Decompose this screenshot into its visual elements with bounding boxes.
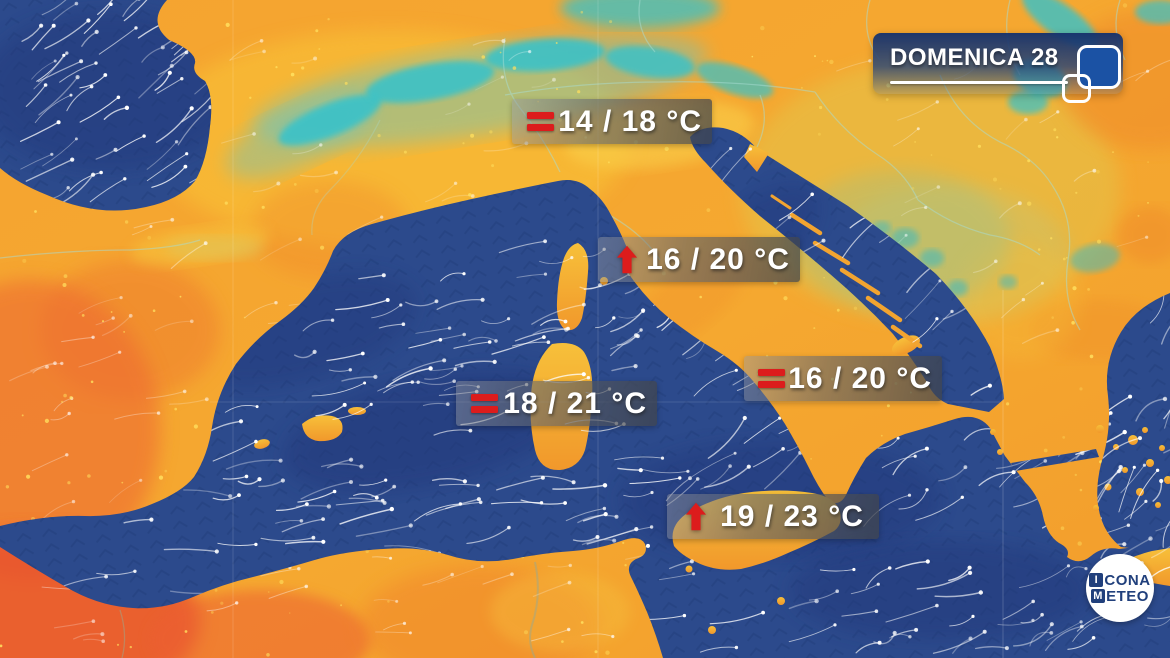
borders-layer xyxy=(0,0,1126,658)
temp-label-south-italy: 16 / 20 °C xyxy=(744,356,942,401)
temp-label-alps: 14 / 18 °C xyxy=(512,99,712,144)
day-banner: DOMENICA 28 xyxy=(873,33,1123,103)
day-banner-title: DOMENICA 28 xyxy=(890,44,1059,71)
aegean-islands xyxy=(990,425,1170,511)
trend-steady-icon xyxy=(471,394,499,413)
corsica xyxy=(556,243,589,331)
trend-up-icon xyxy=(616,245,638,274)
logo-text: ETEO xyxy=(1106,587,1149,605)
trend-steady-icon xyxy=(526,112,554,131)
land-wind-layer xyxy=(9,39,1170,643)
banner-logo-small-square-icon xyxy=(1062,74,1091,103)
menorca xyxy=(348,407,366,415)
temp-label-sicily: 19 / 23 °C xyxy=(667,494,879,539)
land-dots-layer xyxy=(0,3,1169,657)
logo-letter-square: I xyxy=(1089,573,1104,587)
trend-up-icon xyxy=(685,502,707,531)
temp-label-sardinia-sea: 18 / 21 °C xyxy=(456,381,657,426)
icona-meteo-logo: I CONA M ETEO xyxy=(1086,554,1154,622)
logo-line-1: I CONA xyxy=(1089,573,1150,588)
temperature-value: 18 / 21 °C xyxy=(503,386,647,420)
malta xyxy=(777,597,785,605)
temperature-value: 14 / 18 °C xyxy=(558,104,702,138)
temperature-value: 19 / 23 °C xyxy=(720,499,864,533)
istria xyxy=(744,144,769,172)
temperature-value: 16 / 20 °C xyxy=(646,242,790,276)
temperature-value: 16 / 20 °C xyxy=(788,361,932,395)
logo-line-2: M ETEO xyxy=(1091,589,1149,604)
trend-steady-icon xyxy=(757,369,785,388)
ibiza xyxy=(254,439,270,449)
mallorca xyxy=(302,415,343,442)
logo-letter-square: M xyxy=(1091,589,1106,603)
croatian-islands xyxy=(770,194,923,349)
logo-text: CONA xyxy=(1104,571,1151,589)
temp-label-central-italy: 16 / 20 °C xyxy=(598,237,800,282)
banner-underline xyxy=(890,81,1068,84)
